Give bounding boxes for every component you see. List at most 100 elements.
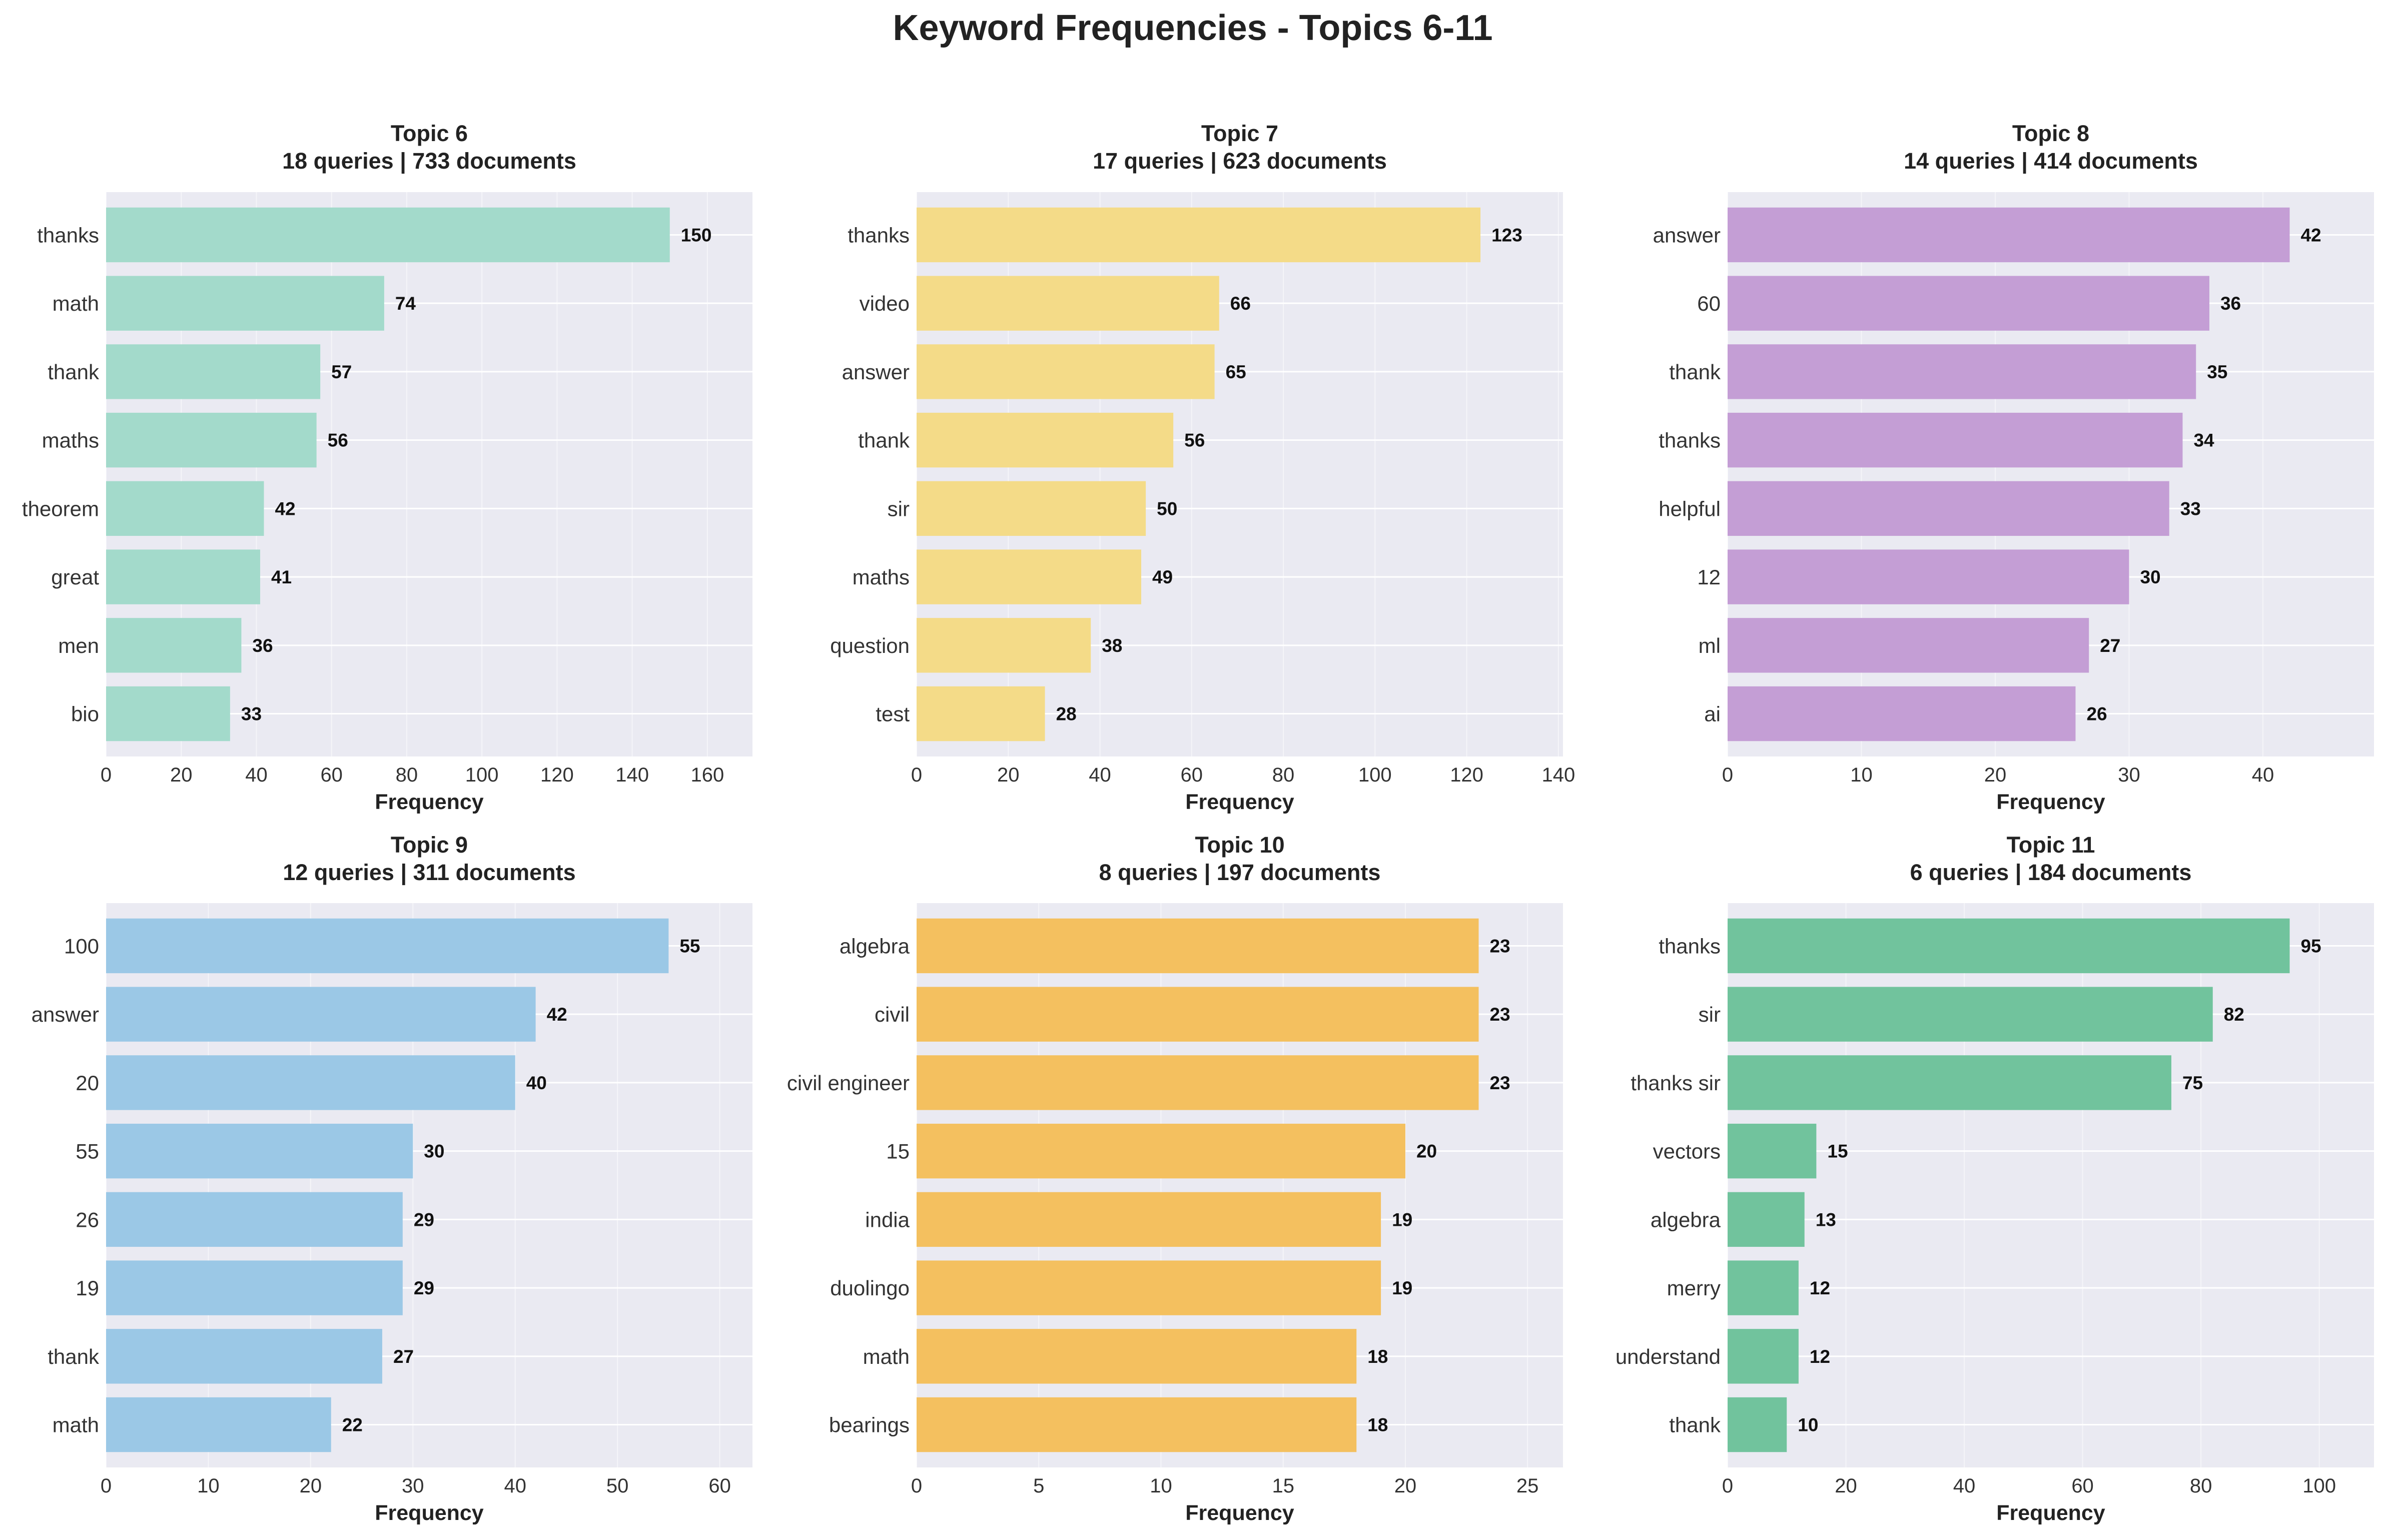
category-label: thank xyxy=(858,429,910,452)
x-tick-label: 0 xyxy=(1722,764,1733,786)
bar xyxy=(1728,1123,1817,1179)
category-label: 55 xyxy=(76,1140,99,1163)
category-label: helpful xyxy=(1659,497,1721,520)
category-label: thanks xyxy=(848,223,910,247)
bar xyxy=(106,918,669,974)
value-label: 23 xyxy=(1489,1004,1510,1025)
category-label: thank xyxy=(1669,1413,1721,1437)
bar xyxy=(1728,987,2213,1042)
value-label: 75 xyxy=(2182,1073,2203,1093)
value-label: 42 xyxy=(275,498,295,519)
category-label: 15 xyxy=(886,1140,910,1163)
x-tick-label: 60 xyxy=(2071,1475,2094,1497)
value-label: 42 xyxy=(2300,225,2321,245)
value-label: 42 xyxy=(547,1004,567,1025)
bar xyxy=(106,1329,382,1384)
subplot-topic-panel: 5510042answer402030552926291927thank22ma… xyxy=(32,832,752,1525)
panel-subtitle: 18 queries | 733 documents xyxy=(282,148,576,174)
value-label: 12 xyxy=(1810,1346,1830,1367)
bar xyxy=(917,686,1045,741)
bar xyxy=(917,1192,1381,1247)
x-tick-label: 50 xyxy=(606,1475,629,1497)
bar xyxy=(1728,618,2089,673)
bar xyxy=(917,1397,1357,1452)
category-label: question xyxy=(830,634,910,657)
subplot-topic-panel: 123 thanks 66 video 65 answer 56 thank 50 sir 49 ma… xyxy=(830,121,1575,814)
bar xyxy=(106,481,264,536)
value-label: 33 xyxy=(241,704,262,724)
x-tick-label: 20 xyxy=(997,764,1020,786)
x-tick-label: 60 xyxy=(708,1475,731,1497)
value-label: 13 xyxy=(1816,1209,1836,1230)
category-label: sir xyxy=(888,497,910,520)
category-label: 12 xyxy=(1697,565,1721,589)
value-label: 33 xyxy=(2180,498,2201,519)
category-label: answer xyxy=(32,1003,99,1026)
x-tick-label: 0 xyxy=(101,1475,112,1497)
category-label: sir xyxy=(1699,1003,1721,1026)
bar xyxy=(106,207,670,263)
value-label: 23 xyxy=(1489,1073,1510,1093)
x-tick-label: 100 xyxy=(2302,1475,2336,1497)
bar xyxy=(1728,1192,1805,1247)
bar xyxy=(1728,1055,2171,1110)
value-label: 123 xyxy=(1491,225,1522,245)
panel-title: Topic 7 xyxy=(1201,121,1278,146)
category-label: thank xyxy=(1669,360,1721,384)
x-tick-label: 120 xyxy=(1450,764,1483,786)
value-label: 30 xyxy=(2140,567,2160,587)
x-tick-label: 60 xyxy=(1181,764,1203,786)
panel-subtitle: 17 queries | 623 documents xyxy=(1093,148,1387,174)
category-label: civil engineer xyxy=(787,1071,910,1095)
bar xyxy=(106,987,536,1042)
x-axis-label: Frequency xyxy=(1185,1501,1294,1525)
category-label: ai xyxy=(1704,702,1721,726)
value-label: 35 xyxy=(2207,362,2227,382)
value-label: 18 xyxy=(1367,1346,1388,1367)
value-label: 56 xyxy=(1184,430,1205,451)
value-label: 150 xyxy=(681,225,712,245)
value-label: 28 xyxy=(1056,704,1077,724)
value-label: 49 xyxy=(1152,567,1173,587)
panel-title: Topic 11 xyxy=(2007,832,2095,858)
bar xyxy=(1728,549,2129,604)
bar xyxy=(106,1260,403,1315)
x-tick-label: 10 xyxy=(1150,1475,1172,1497)
bar xyxy=(1728,344,2196,399)
x-tick-label: 140 xyxy=(1541,764,1575,786)
value-label: 36 xyxy=(2220,293,2241,314)
bar xyxy=(106,686,230,741)
x-tick-label: 0 xyxy=(101,764,112,786)
panel-subtitle: 6 queries | 184 documents xyxy=(1910,860,2192,886)
bar xyxy=(917,918,1479,974)
x-tick-label: 40 xyxy=(504,1475,526,1497)
value-label: 29 xyxy=(414,1278,434,1298)
x-tick-label: 80 xyxy=(1272,764,1295,786)
x-tick-label: 80 xyxy=(396,764,418,786)
category-label: great xyxy=(51,565,99,589)
category-label: algebra xyxy=(840,934,910,958)
category-label: maths xyxy=(42,429,99,452)
value-label: 40 xyxy=(526,1073,547,1093)
x-tick-label: 80 xyxy=(2190,1475,2212,1497)
value-label: 23 xyxy=(1489,936,1510,956)
category-label: thank xyxy=(48,1345,100,1368)
category-label: thank xyxy=(48,360,100,384)
bar xyxy=(1728,276,2209,331)
category-label: 26 xyxy=(76,1208,99,1231)
subplot-topic-panel: 95 thanks 82 sir 75 thanks sir 15 vectors 13 alge… xyxy=(1616,832,2374,1525)
x-axis-label: Frequency xyxy=(1996,1501,2105,1525)
value-label: 26 xyxy=(2086,704,2107,724)
x-tick-label: 20 xyxy=(1984,764,2007,786)
category-label: india xyxy=(865,1208,910,1231)
bar xyxy=(106,412,317,468)
category-label: vectors xyxy=(1653,1140,1721,1163)
subplot-topic-panel: 150 thanks 74 math 57 thank 56 maths 42 theorem 41… xyxy=(22,121,752,814)
category-label: merry xyxy=(1667,1276,1721,1300)
value-label: 95 xyxy=(2300,936,2321,956)
x-tick-label: 20 xyxy=(170,764,193,786)
bar xyxy=(1728,412,2183,468)
x-tick-label: 30 xyxy=(2118,764,2140,786)
value-label: 12 xyxy=(1810,1278,1830,1298)
